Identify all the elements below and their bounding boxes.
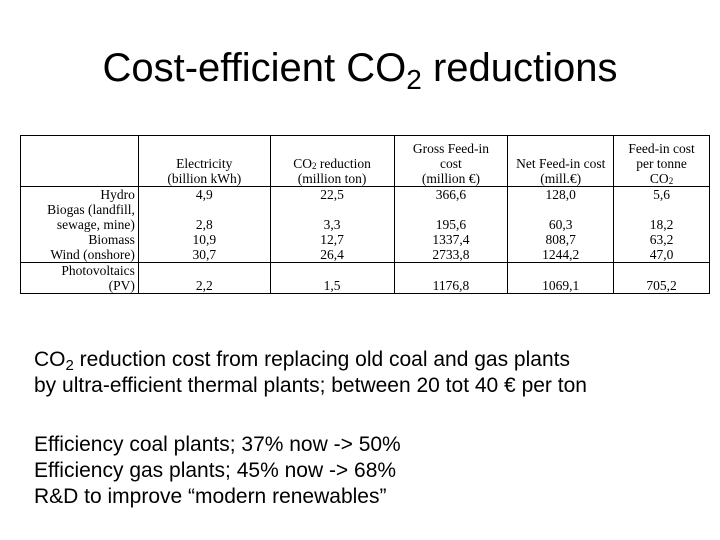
cell-per-tonne: 5,6 [613, 186, 710, 202]
header-gross-feed-in: Gross Feed-in cost (million €) [393, 135, 509, 187]
row-label: Biomass [20, 232, 139, 247]
cell-electricity: 4,9 [137, 186, 271, 202]
cell-electricity: 30,7 [137, 247, 271, 263]
cell-co2: 1,5 [269, 262, 395, 294]
cell-electricity: 2,2 [137, 262, 271, 294]
cell-electricity: 2,8 [137, 202, 271, 232]
header-co2-reduction: CO2 reduction (million ton) [269, 135, 395, 187]
cell-per-tonne: 47,0 [613, 247, 710, 263]
header-net-feed-in: Net Feed-in cost (mill.€) [507, 135, 615, 187]
table-header-row: Electricity (billion kWh) CO2 reduction (m… [20, 135, 710, 187]
cell-net: 1069,1 [507, 262, 615, 294]
table-row-pv: Photovoltaics (PV) 2,2 1,5 1176,8 1069,1 … [20, 262, 710, 294]
line-gas: Efficiency gas plants; 45% now -> 68% [34, 459, 397, 482]
table-row-biogas: Biogas (landfill, sewage, mine) 2,8 3,3 1… [20, 202, 710, 232]
cell-net: 60,3 [507, 202, 615, 232]
cell-gross: 2733,8 [393, 247, 509, 263]
header-source [20, 135, 139, 187]
cell-co2: 22,5 [269, 186, 395, 202]
body-efficiency-list: Efficiency coal plants; 37% now -> 50% Ef… [34, 432, 401, 510]
cell-co2: 26,4 [269, 247, 395, 263]
cell-per-tonne: 705,2 [613, 262, 710, 294]
header-cost-per-tonne: Feed-in cost per tonne CO2 [613, 135, 710, 187]
cell-per-tonne: 63,2 [613, 232, 710, 247]
table-row-wind: Wind (onshore) 30,7 26,4 2733,8 1244,2 4… [20, 247, 710, 263]
cell-gross: 366,6 [393, 186, 509, 202]
table-row-biomass: Biomass 10,9 12,7 1337,4 808,7 63,2 [20, 232, 710, 247]
header-electricity: Electricity (billion kWh) [137, 135, 271, 187]
title-text: Cost-efficient CO [102, 46, 407, 90]
cell-net: 808,7 [507, 232, 615, 247]
cell-net: 1244,2 [507, 247, 615, 263]
cell-electricity: 10,9 [137, 232, 271, 247]
feed-in-cost-table: Electricity (billion kWh) CO2 reduction (m… [20, 135, 710, 294]
row-label: Photovoltaics (PV) [20, 262, 139, 294]
cell-co2: 12,7 [269, 232, 395, 247]
title-subscript: 2 [406, 64, 422, 95]
table-row-hydro: Hydro 4,9 22,5 366,6 128,0 5,6 [20, 186, 710, 202]
cell-gross: 1337,4 [393, 232, 509, 247]
cell-gross: 195,6 [393, 202, 509, 232]
line-coal: Efficiency coal plants; 37% now -> 50% [34, 433, 401, 456]
cell-net: 128,0 [507, 186, 615, 202]
row-label: Biogas (landfill, sewage, mine) [20, 202, 139, 232]
line-rd: R&D to improve “modern renewables” [34, 485, 387, 508]
body-paragraph: CO2 reduction cost from replacing old co… [34, 348, 587, 397]
title-text-end: reductions [421, 46, 618, 90]
slide-title: Cost-efficient CO2 reductions [0, 42, 720, 94]
row-label: Hydro [20, 186, 139, 202]
cell-gross: 1176,8 [393, 262, 509, 294]
row-label: Wind (onshore) [20, 247, 139, 263]
cell-co2: 3,3 [269, 202, 395, 232]
cell-per-tonne: 18,2 [613, 202, 710, 232]
